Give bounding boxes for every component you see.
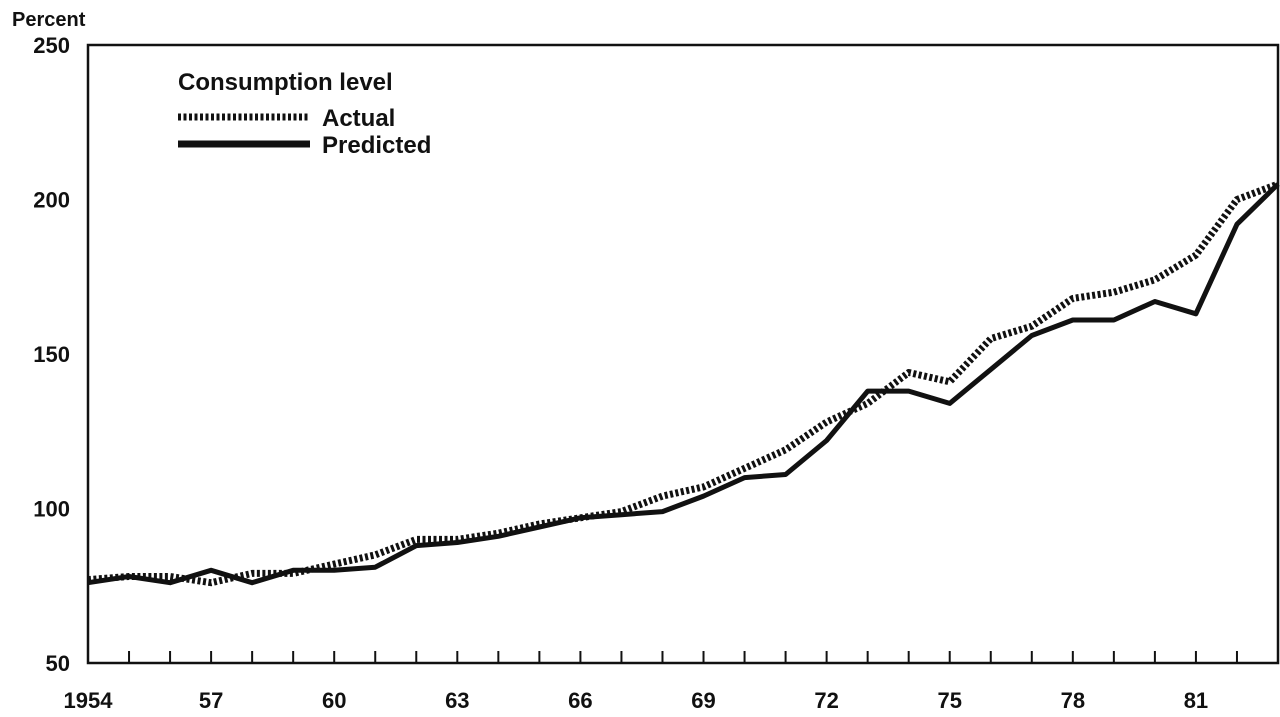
y-tick-label-200: 200 bbox=[33, 188, 70, 213]
legend-label-actual: Actual bbox=[322, 105, 395, 132]
series-layer bbox=[87, 180, 1280, 587]
x-tick-label-60: 60 bbox=[322, 688, 346, 713]
plot-frame bbox=[86, 43, 1280, 665]
y-tick-label-100: 100 bbox=[33, 497, 70, 522]
x-tick-label-66: 66 bbox=[568, 688, 592, 713]
y-axis-unit-label: Percent bbox=[12, 9, 86, 31]
legend-label-predicted: Predicted bbox=[322, 132, 431, 159]
y-tick-label-250: 250 bbox=[33, 33, 70, 58]
x-tick-label-1954: 1954 bbox=[64, 688, 114, 713]
x-tick-label-63: 63 bbox=[445, 688, 469, 713]
y-tick-label-50: 50 bbox=[46, 651, 70, 676]
x-tick-label-78: 78 bbox=[1061, 688, 1085, 713]
legend: Consumption level Actual Predicted bbox=[178, 69, 431, 159]
x-tick-label-57: 57 bbox=[199, 688, 223, 713]
series-line-actual bbox=[87, 180, 1280, 587]
x-axis: 1954 57 60 63 66 69 72 75 78 81 bbox=[64, 651, 1238, 713]
x-tick-label-69: 69 bbox=[691, 688, 715, 713]
x-tick-label-75: 75 bbox=[937, 688, 961, 713]
x-tick-label-81: 81 bbox=[1184, 688, 1208, 713]
legend-title: Consumption level bbox=[178, 69, 393, 96]
y-tick-label-150: 150 bbox=[33, 342, 70, 367]
y-axis: 50 100 150 200 250 bbox=[33, 33, 70, 676]
series-line-predicted bbox=[87, 182, 1280, 586]
x-tick-label-72: 72 bbox=[814, 688, 838, 713]
